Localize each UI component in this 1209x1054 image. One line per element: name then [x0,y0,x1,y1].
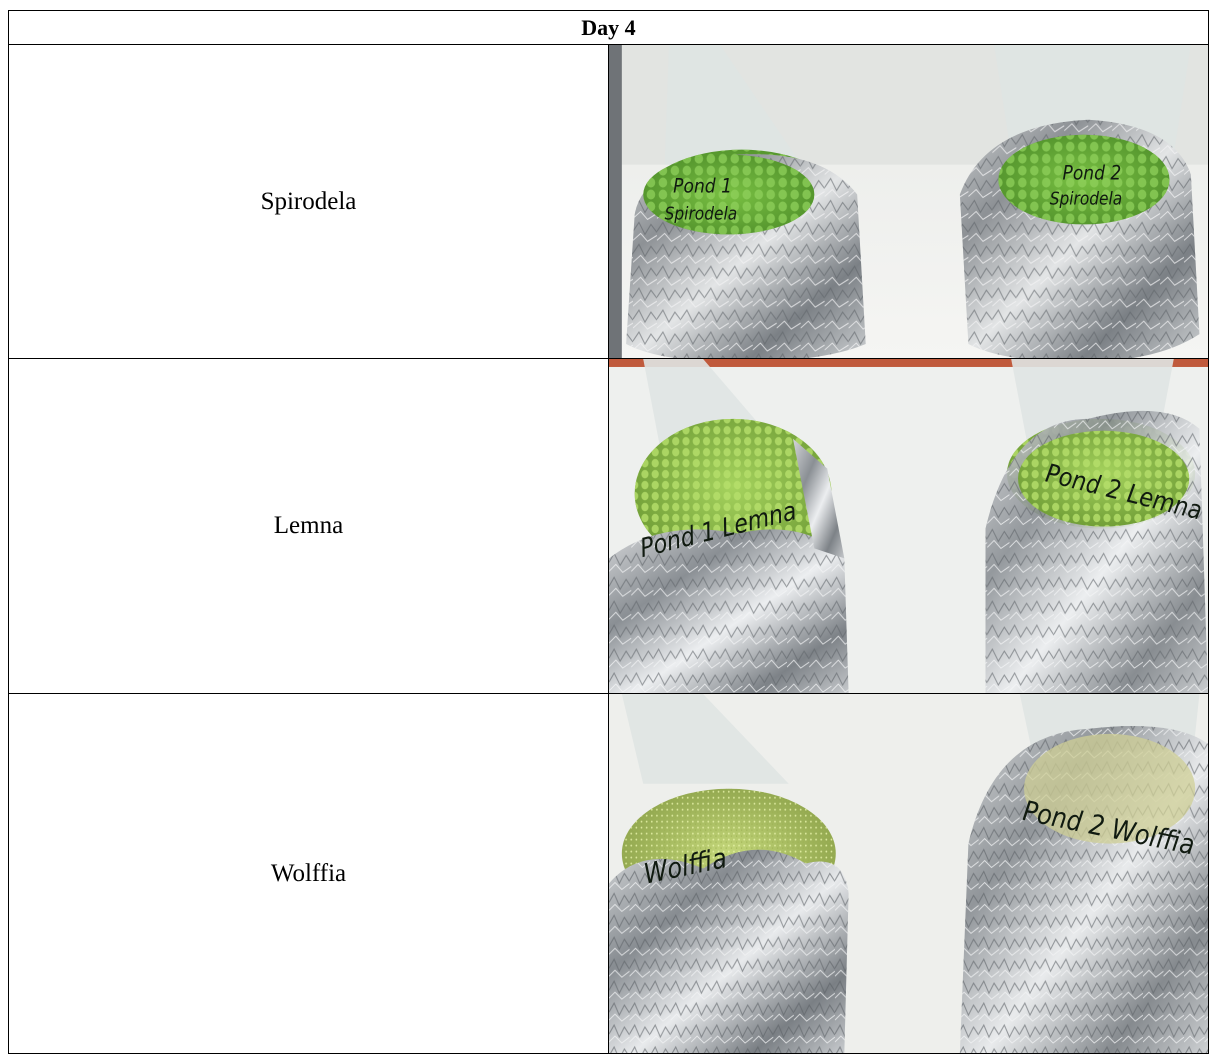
species-label: Wolffia [8,693,609,1054]
table-row: Lemna [8,358,1209,694]
right-flask-label-2: Spirodela [1050,187,1123,208]
flask-photo: Pond 1 Spirodela Pond 2 Spirodela [609,45,1208,358]
left-flask-label-1: Pond 1 [673,175,732,198]
flask-photo: Wolffia Pond 2 Wolffia [609,694,1208,1053]
photo-cell: Pond 1 Lemna Pond 2 Lemna [608,358,1209,694]
species-label: Lemna [8,358,609,694]
left-flask-label-2: Spirodela [665,202,738,223]
table-header: Day 4 [8,10,1209,45]
table-row: Wolffia [8,693,1209,1054]
photo-cell: Pond 1 Spirodela Pond 2 Spirodela [608,44,1209,359]
table-row: Spirodela [8,44,1209,359]
day4-table: Day 4 Spirodela [8,10,1209,1054]
species-label: Spirodela [8,44,609,359]
photo-cell: Wolffia Pond 2 Wolffia [608,693,1209,1054]
right-flask-label-1: Pond 2 [1063,162,1122,185]
flask-photo: Pond 1 Lemna Pond 2 Lemna [609,359,1208,693]
